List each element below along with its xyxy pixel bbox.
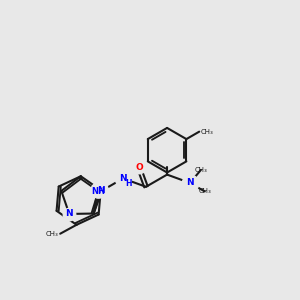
Text: CH₃: CH₃ bbox=[198, 188, 211, 194]
Text: H: H bbox=[125, 179, 132, 188]
Text: CH₃: CH₃ bbox=[46, 231, 59, 237]
Text: N: N bbox=[119, 174, 127, 183]
Text: O: O bbox=[135, 163, 143, 172]
Text: CH₃: CH₃ bbox=[195, 167, 207, 173]
Text: N: N bbox=[97, 186, 105, 195]
Text: CH₃: CH₃ bbox=[201, 129, 214, 135]
Text: NH: NH bbox=[91, 187, 105, 196]
Text: N: N bbox=[65, 209, 73, 218]
Text: N: N bbox=[186, 178, 194, 188]
